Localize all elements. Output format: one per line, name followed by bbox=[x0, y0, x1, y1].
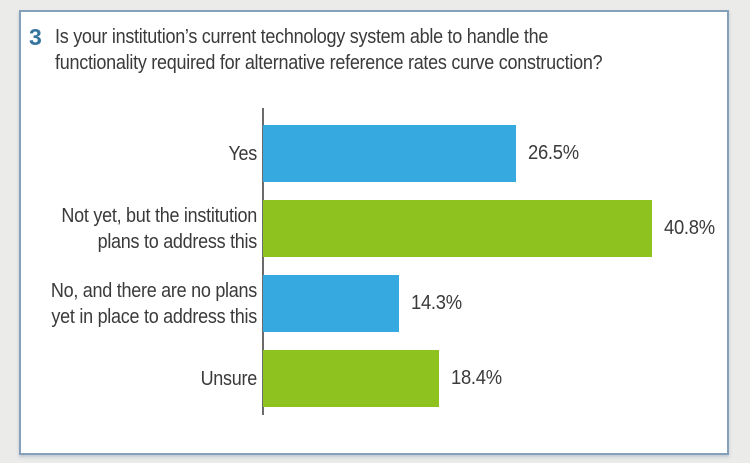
bar bbox=[263, 275, 399, 332]
category-label-line: No, and there are no plans bbox=[50, 279, 257, 302]
question-line-1: Is your institution’s current technology… bbox=[54, 26, 548, 48]
category-label: Yes bbox=[23, 125, 257, 182]
category-label: Not yet, but the institution plans to add… bbox=[23, 200, 257, 257]
category-label-line: plans to address this bbox=[97, 230, 258, 253]
category-label: No, and there are no plans yet in place t… bbox=[23, 275, 257, 332]
value-label: 26.5% bbox=[528, 142, 579, 164]
question-number: 3 bbox=[29, 24, 42, 50]
bar bbox=[263, 350, 439, 407]
category-label-line: Yes bbox=[228, 142, 257, 165]
bar-chart: Yes 26.5% Not yet, but the institution plan… bbox=[21, 108, 727, 415]
question-line-2: functionality required for alternative r… bbox=[54, 52, 603, 74]
question-header: 3 Is your institution’s current technolo… bbox=[29, 24, 663, 76]
category-label: Unsure bbox=[23, 350, 258, 407]
axis-line bbox=[262, 108, 264, 415]
category-label-line: yet in place to address this bbox=[51, 305, 257, 328]
value-label: 18.4% bbox=[451, 367, 502, 389]
value-label: 40.8% bbox=[664, 217, 715, 239]
category-label-line: Unsure bbox=[200, 367, 258, 390]
survey-chart-card: 3 Is your institution’s current technolo… bbox=[19, 10, 729, 455]
bar bbox=[263, 200, 652, 257]
value-label: 14.3% bbox=[411, 292, 462, 314]
bar bbox=[263, 125, 516, 182]
question-text: Is your institution’s current technology… bbox=[54, 24, 603, 76]
category-label-line: Not yet, but the institution bbox=[61, 204, 257, 227]
